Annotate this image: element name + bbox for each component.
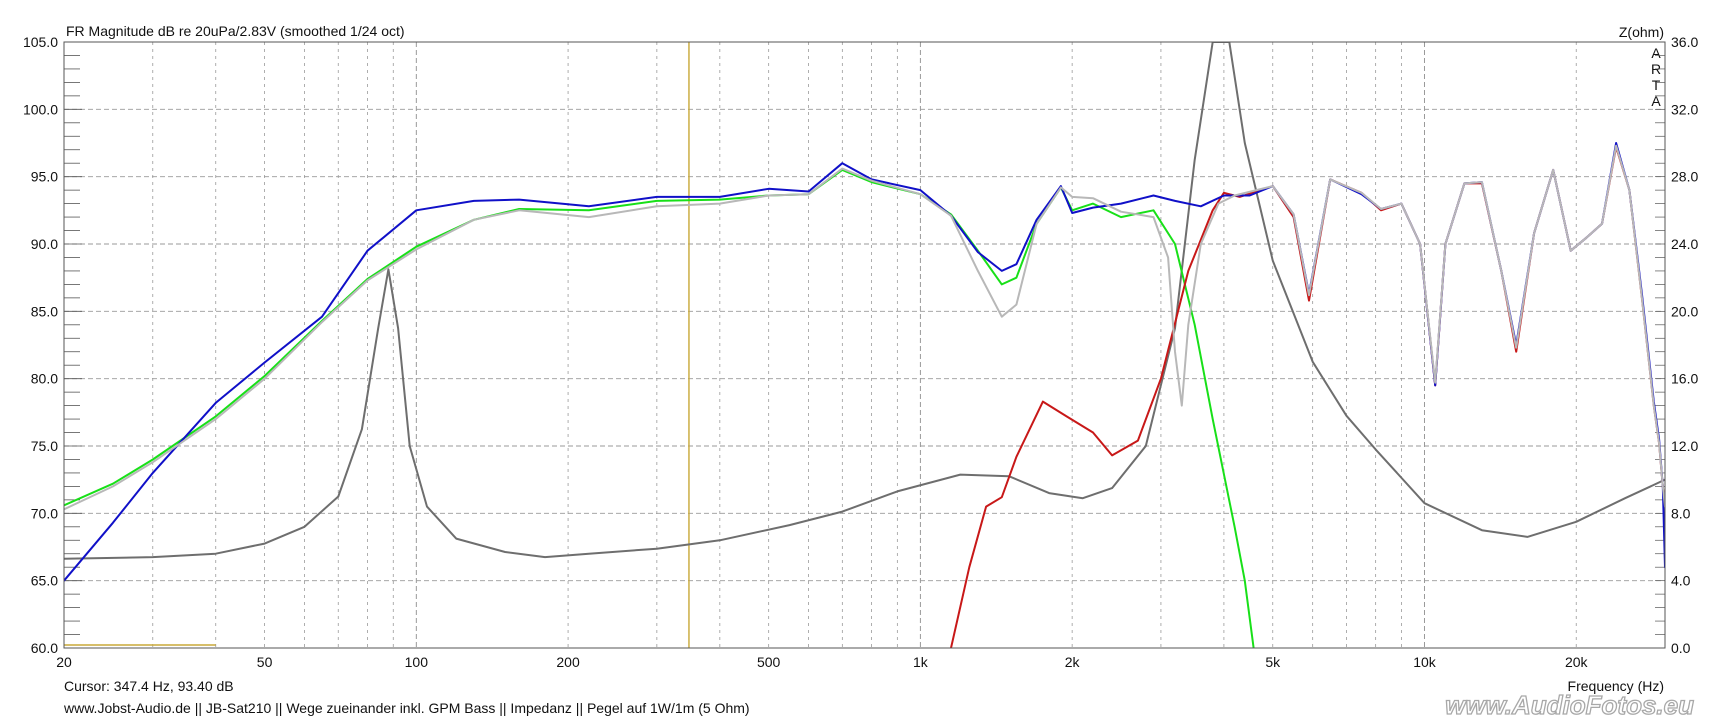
y-right-tick-label: 36.0 — [1671, 34, 1698, 50]
y-right-tick-label: 28.0 — [1671, 169, 1698, 185]
y-right-tick-label: 32.0 — [1671, 101, 1698, 117]
x-tick-label: 20k — [1565, 654, 1589, 670]
x-tick-label: 20 — [56, 654, 72, 670]
arta-logo: A R T A — [1651, 45, 1661, 109]
grid — [64, 41, 1665, 649]
x-tick-label: 50 — [257, 654, 273, 670]
y-left-tick-label: 65.0 — [31, 573, 58, 589]
y-left-tick-label: 105.0 — [23, 34, 58, 50]
y-right-tick-label: 24.0 — [1671, 236, 1698, 252]
y-left-tick-label: 85.0 — [31, 303, 58, 319]
x-tick-label: 100 — [405, 654, 429, 670]
series-line-reference — [64, 144, 1665, 511]
y-left-tick-label: 100.0 — [23, 101, 58, 117]
x-tick-label: 10k — [1413, 654, 1437, 670]
series-layer — [64, 42, 1665, 648]
x-tick-label: 5k — [1265, 654, 1281, 670]
arta-letter: T — [1652, 77, 1661, 93]
x-axis-title: Frequency (Hz) — [1568, 678, 1664, 694]
y-left-tick-label: 75.0 — [31, 438, 58, 454]
arta-letter: A — [1651, 45, 1661, 61]
arta-letter: A — [1651, 93, 1661, 109]
series-line-impedance — [64, 42, 1665, 560]
y-right-tick-label: 8.0 — [1671, 505, 1691, 521]
y-left-tick-label: 70.0 — [31, 505, 58, 521]
x-tick-label: 1k — [913, 654, 929, 670]
right-axis-title: Z(ohm) — [1619, 24, 1664, 40]
axis-tick-labels: 20 50 100 200 500 1k 2k 5k 10k 20k 60.0 65.0 70.0 75.… — [23, 34, 1699, 670]
y-right-tick-label: 4.0 — [1671, 573, 1691, 589]
y-left-tick-label: 90.0 — [31, 236, 58, 252]
x-tick-label: 500 — [757, 654, 781, 670]
y-right-tick-label: 20.0 — [1671, 303, 1698, 319]
chart-title: FR Magnitude dB re 20uPa/2.83V (smoothed… — [66, 23, 405, 39]
x-tick-label: 200 — [556, 654, 580, 670]
footer-caption: www.Jobst-Audio.de || JB-Sat210 || Wege … — [63, 700, 750, 716]
x-tick-label: 2k — [1065, 654, 1081, 670]
plot-frame — [63, 41, 1666, 649]
y-left-tick-label: 60.0 — [31, 640, 58, 656]
y-left-tick-label: 80.0 — [31, 371, 58, 387]
cursor-readout: Cursor: 347.4 Hz, 93.40 dB — [64, 678, 234, 694]
watermark: www.AudioFotos.eu — [1445, 690, 1694, 720]
y-left-tick-label: 95.0 — [31, 169, 58, 185]
y-right-tick-label: 0.0 — [1671, 640, 1691, 656]
y-right-tick-label: 12.0 — [1671, 438, 1698, 454]
y-right-tick-label: 16.0 — [1671, 371, 1698, 387]
